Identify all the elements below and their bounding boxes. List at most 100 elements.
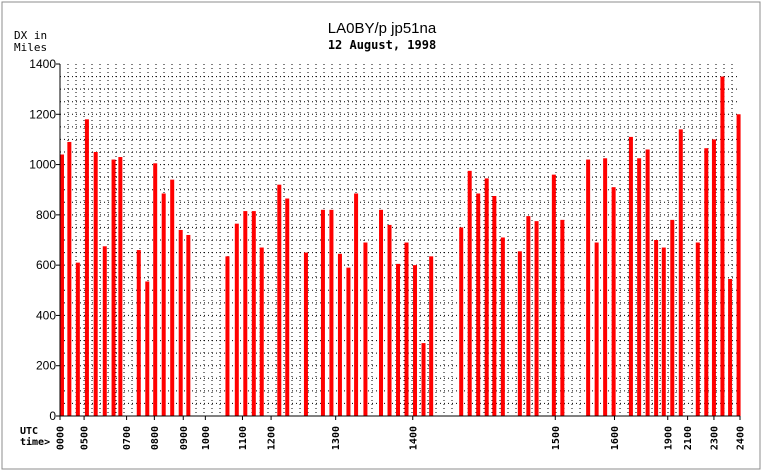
bar (661, 247, 666, 416)
bar (736, 114, 741, 417)
x-tick-label: 1100 (238, 426, 249, 450)
bar (136, 250, 141, 416)
bar (170, 179, 175, 416)
y-tick-label: 0 (49, 409, 56, 423)
x-axis-label-line1: UTC (20, 426, 38, 437)
bar (346, 267, 351, 416)
bar (670, 219, 675, 416)
bar (413, 265, 418, 416)
bar (459, 227, 464, 416)
x-tick-label: 1900 (663, 426, 674, 450)
chart-subtitle: 12 August, 1998 (328, 38, 436, 52)
bar (67, 141, 72, 416)
bar (277, 184, 282, 416)
bar (59, 154, 64, 416)
y-tick-label: 200 (36, 359, 56, 373)
bar (526, 216, 531, 416)
grid (60, 64, 740, 416)
x-tick-label: 1300 (331, 426, 342, 450)
axes (56, 63, 741, 420)
bar (178, 229, 183, 416)
bar (695, 242, 700, 416)
bar (492, 196, 497, 416)
x-tick-label: 1200 (267, 426, 278, 450)
x-tick-label: 1500 (551, 426, 562, 450)
y-axis-label-line2: Miles (14, 41, 47, 54)
bar (84, 119, 89, 417)
bar (534, 221, 539, 416)
x-tick-label: 0000 (56, 426, 67, 450)
bar (186, 234, 191, 416)
x-tick-label: 2100 (683, 426, 694, 450)
bar (161, 193, 166, 416)
y-tick-label: 800 (36, 208, 56, 222)
bar (320, 209, 325, 416)
y-tick-label: 1000 (29, 158, 56, 172)
bar (551, 174, 556, 416)
bar (586, 159, 591, 417)
y-tick-labels: 0 200 400 600 800 1000 1200 1400 (29, 57, 56, 423)
bar (711, 139, 716, 416)
bar (517, 251, 522, 416)
bar (728, 278, 733, 416)
bar (102, 246, 107, 416)
bar (645, 149, 650, 416)
y-tick-label: 1400 (29, 57, 56, 71)
bar (484, 178, 489, 416)
bar (611, 187, 616, 416)
y-tick-label: 400 (36, 308, 56, 322)
bar (476, 193, 481, 416)
bar (500, 237, 505, 416)
bar (75, 262, 80, 416)
bar (363, 242, 368, 416)
bar (285, 198, 290, 416)
x-tick-label: 0900 (179, 426, 190, 450)
bar (379, 209, 384, 416)
x-tick-label: 1600 (610, 426, 621, 450)
x-tick-label: 0500 (80, 426, 91, 450)
y-tick-label: 1200 (29, 107, 56, 121)
bar (251, 211, 256, 416)
bar (560, 219, 565, 416)
x-axis-label-line2: time> (20, 436, 50, 448)
bar (153, 163, 158, 416)
x-tick-label: 0800 (150, 426, 161, 450)
x-tick-label: 2400 (736, 426, 747, 450)
bar (225, 256, 230, 416)
bar (704, 148, 709, 416)
bar (594, 242, 599, 416)
bar (259, 247, 264, 416)
bar (354, 193, 359, 416)
bar (243, 211, 248, 416)
bar (145, 281, 150, 416)
bar (429, 256, 434, 416)
bar (337, 253, 342, 416)
bar (234, 223, 239, 416)
bar (628, 136, 633, 416)
bar (603, 158, 608, 417)
bar (637, 158, 642, 417)
bar (111, 159, 116, 417)
bar (93, 152, 98, 416)
chart-title: LA0BY/p jp51na (328, 20, 437, 37)
bars (59, 76, 741, 417)
bar (404, 242, 409, 416)
x-tick-label: 1400 (408, 426, 419, 450)
bar (421, 343, 426, 416)
x-tick-label: 1000 (201, 426, 212, 450)
x-tick-label: 0700 (122, 426, 133, 450)
x-tick-label: 2300 (709, 426, 720, 450)
y-tick-label: 600 (36, 258, 56, 272)
bar (654, 240, 659, 416)
x-tick-labels: 0000 0500 0700 0800 0900 1000 1100 1200 1300 1400… (56, 426, 747, 450)
bar (303, 252, 308, 416)
y-axis-label-line1: DX in (14, 29, 47, 42)
bar (118, 157, 123, 416)
bar (396, 263, 401, 416)
bar (387, 224, 392, 416)
bar (467, 170, 472, 416)
bar (329, 209, 334, 416)
bar (678, 129, 683, 416)
bar (720, 76, 725, 417)
